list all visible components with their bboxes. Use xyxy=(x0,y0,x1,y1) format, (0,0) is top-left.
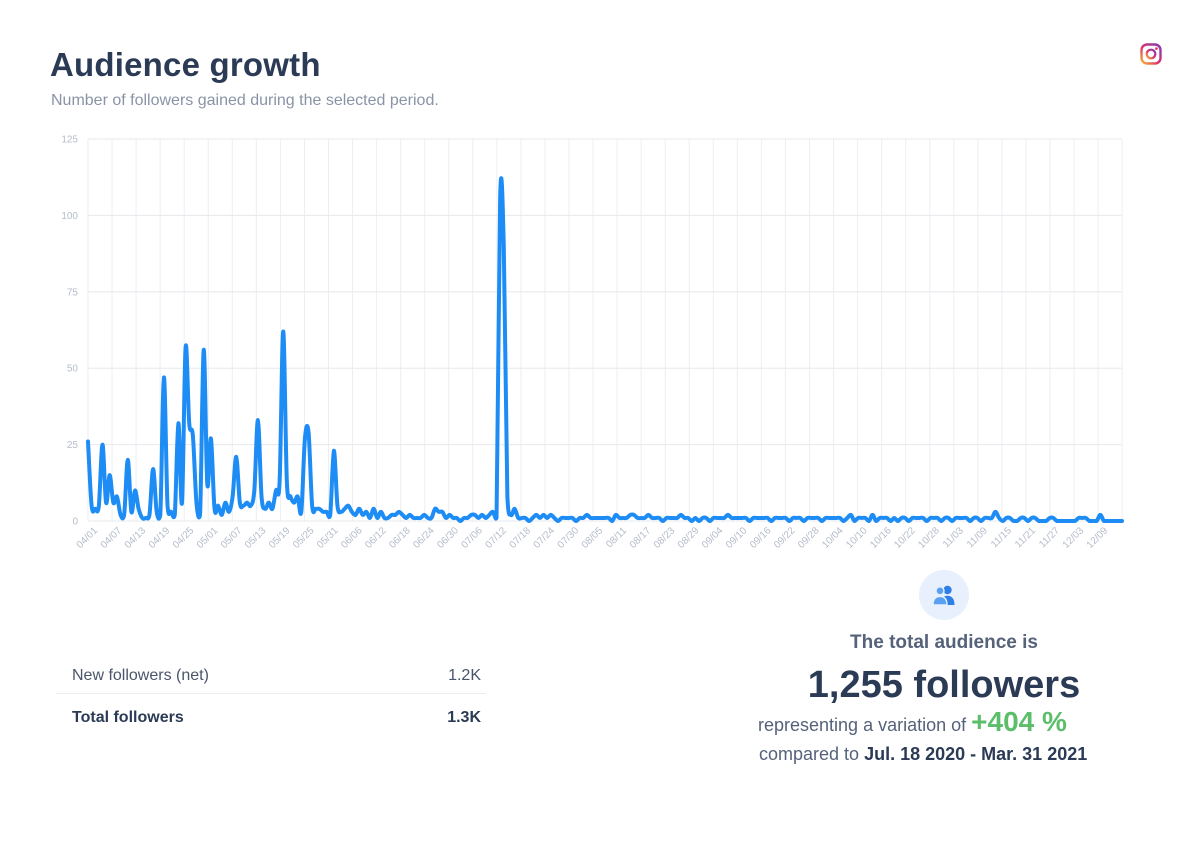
series-line xyxy=(86,176,1124,523)
x-tick-label: 05/13 xyxy=(243,525,269,551)
stat-label: Total followers xyxy=(72,709,184,726)
total-audience-value: 1,255 followers xyxy=(807,664,1081,706)
x-tick-label: 11/21 xyxy=(1013,525,1038,550)
x-tick-label: 08/29 xyxy=(676,525,702,551)
x-tick-label: 07/18 xyxy=(508,525,534,551)
y-tick-label: 50 xyxy=(67,364,79,375)
x-tick-label: 11/03 xyxy=(941,525,966,550)
x-tick-label: 10/28 xyxy=(916,525,942,551)
comparison-line: compared to Jul. 18 2020 - Mar. 31 2021 xyxy=(759,744,1087,765)
x-tick-label: 05/19 xyxy=(267,525,293,551)
x-tick-label: 08/17 xyxy=(628,525,654,551)
x-tick-label: 05/31 xyxy=(315,525,341,551)
x-tick-label: 12/03 xyxy=(1061,525,1087,551)
audience-growth-chart: 025507510012504/0104/0704/1304/1904/2505… xyxy=(61,135,1124,551)
x-tick-label: 12/09 xyxy=(1085,525,1111,551)
x-tick-label: 07/06 xyxy=(459,525,485,551)
x-tick-label: 06/12 xyxy=(363,525,389,551)
x-tick-label: 04/01 xyxy=(75,525,101,551)
x-tick-label: 04/25 xyxy=(171,525,197,551)
total-audience-label: The total audience is xyxy=(850,632,1038,653)
x-tick-label: 09/28 xyxy=(796,525,822,551)
x-tick-label: 04/13 xyxy=(123,525,149,551)
x-tick-label: 05/01 xyxy=(195,525,221,551)
y-tick-label: 0 xyxy=(72,517,78,528)
x-tick-label: 08/11 xyxy=(604,525,629,550)
x-tick-label: 11/09 xyxy=(965,525,990,550)
x-tick-label: 08/23 xyxy=(652,525,678,551)
x-tick-label: 08/05 xyxy=(580,525,606,551)
users-icon xyxy=(919,570,969,620)
x-tick-label: 07/12 xyxy=(483,525,509,551)
x-tick-label: 11/15 xyxy=(989,525,1014,550)
x-tick-label: 09/04 xyxy=(700,525,726,551)
x-tick-label: 10/22 xyxy=(892,525,918,551)
stat-label: New followers (net) xyxy=(72,666,209,684)
variation-line: representing a variation of +404 % xyxy=(758,706,1158,738)
total-audience-summary: The total audience is 1,255 followers xyxy=(744,570,1144,707)
y-tick-label: 75 xyxy=(67,287,79,298)
y-tick-label: 100 xyxy=(61,211,78,222)
stat-row-total-followers: Total followers 1.3K xyxy=(56,700,486,736)
compared-date-range: Jul. 18 2020 - Mar. 31 2021 xyxy=(864,744,1088,764)
x-tick-label: 05/07 xyxy=(219,525,245,551)
x-tick-label: 06/18 xyxy=(387,525,413,551)
stat-row-new-followers: New followers (net) 1.2K xyxy=(56,658,486,694)
variation-prefix: representing a variation of xyxy=(758,715,967,735)
instagram-icon xyxy=(1140,43,1162,65)
page-subtitle: Number of followers gained during the se… xyxy=(51,92,439,109)
x-tick-label: 04/19 xyxy=(147,525,173,551)
page-title: Audience growth xyxy=(50,46,321,83)
stat-value: 1.3K xyxy=(447,709,481,726)
compared-prefix: compared to xyxy=(759,744,860,764)
stats-table: New followers (net) 1.2K Total followers… xyxy=(56,658,486,736)
x-tick-label: 11/27 xyxy=(1037,525,1062,550)
x-tick-label: 06/06 xyxy=(339,525,365,551)
x-tick-label: 05/25 xyxy=(291,525,317,551)
x-tick-label: 10/10 xyxy=(844,525,870,551)
x-tick-label: 10/04 xyxy=(820,525,846,551)
x-tick-label: 07/24 xyxy=(532,525,558,551)
x-tick-label: 04/07 xyxy=(99,525,125,551)
stat-value: 1.2K xyxy=(448,666,481,684)
x-tick-label: 06/24 xyxy=(411,525,437,551)
variation-percentage: +404 % xyxy=(971,706,1067,737)
x-tick-label: 09/22 xyxy=(772,525,798,551)
x-tick-label: 06/30 xyxy=(435,525,461,551)
x-tick-label: 07/30 xyxy=(556,525,582,551)
y-tick-label: 125 xyxy=(61,135,78,146)
x-tick-label: 09/10 xyxy=(724,525,750,551)
x-tick-label: 09/16 xyxy=(748,525,774,551)
y-tick-label: 25 xyxy=(67,440,79,451)
x-tick-label: 10/16 xyxy=(868,525,894,551)
